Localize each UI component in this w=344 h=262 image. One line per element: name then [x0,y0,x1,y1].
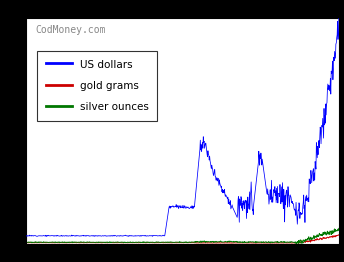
Text: CodMoney.com: CodMoney.com [35,25,106,35]
Legend: US dollars, gold grams, silver ounces: US dollars, gold grams, silver ounces [37,51,157,121]
